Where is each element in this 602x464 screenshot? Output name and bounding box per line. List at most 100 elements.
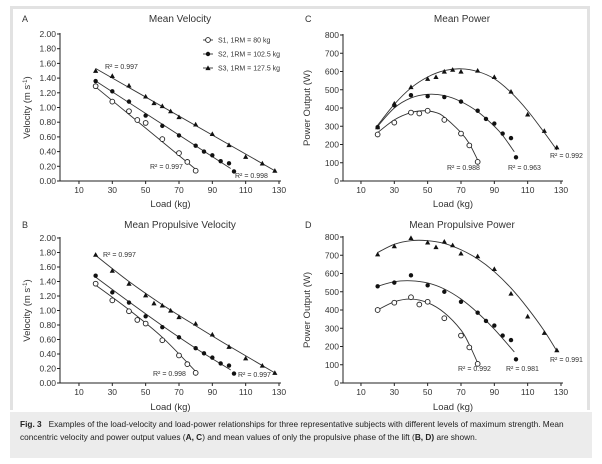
fit-line: [377, 298, 479, 364]
data-point: [541, 128, 547, 133]
data-point: [109, 297, 116, 304]
y-tick-label: 0.60: [39, 335, 56, 345]
data-point: [500, 333, 505, 338]
r-squared-label: R² = 0.997: [103, 252, 136, 259]
data-point: [441, 238, 447, 244]
data-point: [554, 144, 560, 150]
x-tick-label: 130: [272, 387, 286, 397]
data-point: [210, 355, 215, 360]
r-squared-label: R² = 0.963: [508, 165, 541, 172]
caption-bold-ac: A, C: [185, 432, 203, 442]
panel-b: B Mean Propulsive Velocity 0.00 0.20 0.40 0.6…: [22, 220, 286, 412]
data-point: [425, 93, 430, 99]
data-point: [272, 370, 278, 375]
fit-line: [377, 239, 558, 352]
x-tick-label: 50: [141, 387, 151, 397]
series-3: R² = 0.992: [375, 67, 583, 160]
fit-line: [95, 68, 276, 172]
data-point: [92, 83, 99, 90]
data-point: [508, 290, 514, 296]
data-point: [416, 301, 423, 308]
y-tick-label: 400: [325, 305, 339, 315]
data-point: [475, 67, 481, 73]
y-tick-label: 0.20: [39, 161, 56, 171]
data-point: [474, 158, 481, 165]
data-point: [184, 159, 191, 165]
data-point: [134, 317, 141, 323]
data-point: [424, 107, 431, 114]
x-axis-label: Load (kg): [150, 402, 190, 412]
data-point: [391, 119, 398, 126]
fit-line: [377, 110, 479, 161]
series-2: R² = 0.997: [93, 273, 271, 379]
legend-label: S3, 1RM = 127.5 kg: [218, 66, 280, 73]
data-point: [500, 131, 505, 136]
legend: S1, 1RM = 80 kg S2, 1RM = 102.5 kg S3, 1RM…: [203, 37, 280, 73]
data-point: [201, 351, 207, 356]
y-axis-label: Power Output (W): [302, 70, 313, 146]
data-point: [272, 168, 278, 173]
data-point: [554, 347, 560, 353]
caption-label: Fig. 3: [20, 419, 42, 429]
series-1: R² = 0.997: [92, 83, 199, 174]
caption-text-2: ) and mean values of only the propulsive…: [202, 432, 415, 442]
data-point: [226, 142, 232, 148]
data-point: [391, 100, 397, 106]
x-tick-label: 110: [521, 185, 535, 195]
y-tick-label: 100: [325, 360, 339, 370]
r-squared-label: R² = 0.998: [235, 173, 268, 180]
x-tick-label: 90: [208, 387, 218, 397]
x-tick-label: 50: [141, 185, 151, 195]
data-point: [259, 363, 265, 368]
panel-c: C Mean Power 0 100 200 300 400 500 600 700 800 10 30…: [302, 14, 583, 210]
data-point: [218, 158, 223, 164]
data-point: [176, 314, 182, 320]
fit-line: [95, 86, 196, 170]
data-point: [93, 252, 99, 257]
x-tick-label: 50: [423, 185, 433, 195]
data-point: [126, 281, 132, 286]
y-tick-label: 700: [325, 48, 339, 58]
data-point: [142, 320, 149, 327]
data-point: [209, 331, 215, 337]
data-point: [151, 300, 157, 306]
x-tick-label: 30: [390, 185, 400, 195]
y-tick-label: 2.00: [39, 233, 56, 243]
data-point: [483, 318, 489, 324]
data-point: [226, 161, 232, 166]
y-tick-label: 0.00: [39, 176, 56, 186]
data-point: [226, 344, 232, 349]
data-point: [458, 68, 464, 74]
x-tick-label: 110: [239, 387, 253, 397]
y-tick-label: 300: [325, 121, 339, 131]
data-point: [226, 363, 232, 368]
x-tick-label: 30: [108, 185, 118, 195]
data-point: [441, 315, 448, 322]
data-point: [408, 93, 414, 98]
x-tick-label: 90: [490, 185, 500, 195]
x-tick-label: 130: [554, 185, 568, 195]
chart-title: Mean Power: [434, 14, 491, 25]
y-tick-label: 1.40: [39, 277, 56, 287]
series-2: R² = 0.981: [375, 273, 539, 373]
data-point: [375, 284, 380, 289]
x-tick-label: 70: [456, 185, 466, 195]
superscript: -1: [23, 282, 29, 288]
data-point: [491, 74, 497, 80]
chart-title: Mean Propulsive Velocity: [124, 220, 236, 231]
y-tick-label: 1.20: [39, 88, 56, 98]
data-point: [110, 290, 115, 295]
data-point: [159, 136, 166, 142]
data-point: [109, 73, 115, 78]
x-tick-label: 10: [356, 185, 366, 195]
r-squared-label: R² = 0.997: [238, 372, 271, 379]
data-point: [408, 273, 414, 278]
data-point: [168, 108, 174, 114]
x-axis-label: Load (kg): [433, 402, 473, 412]
data-point: [374, 131, 381, 138]
series-3: R² = 0.991: [375, 235, 583, 364]
data-point: [159, 302, 165, 308]
data-point: [92, 280, 99, 287]
panel-letter: C: [305, 14, 312, 24]
y-tick-label: 0.40: [39, 147, 56, 157]
